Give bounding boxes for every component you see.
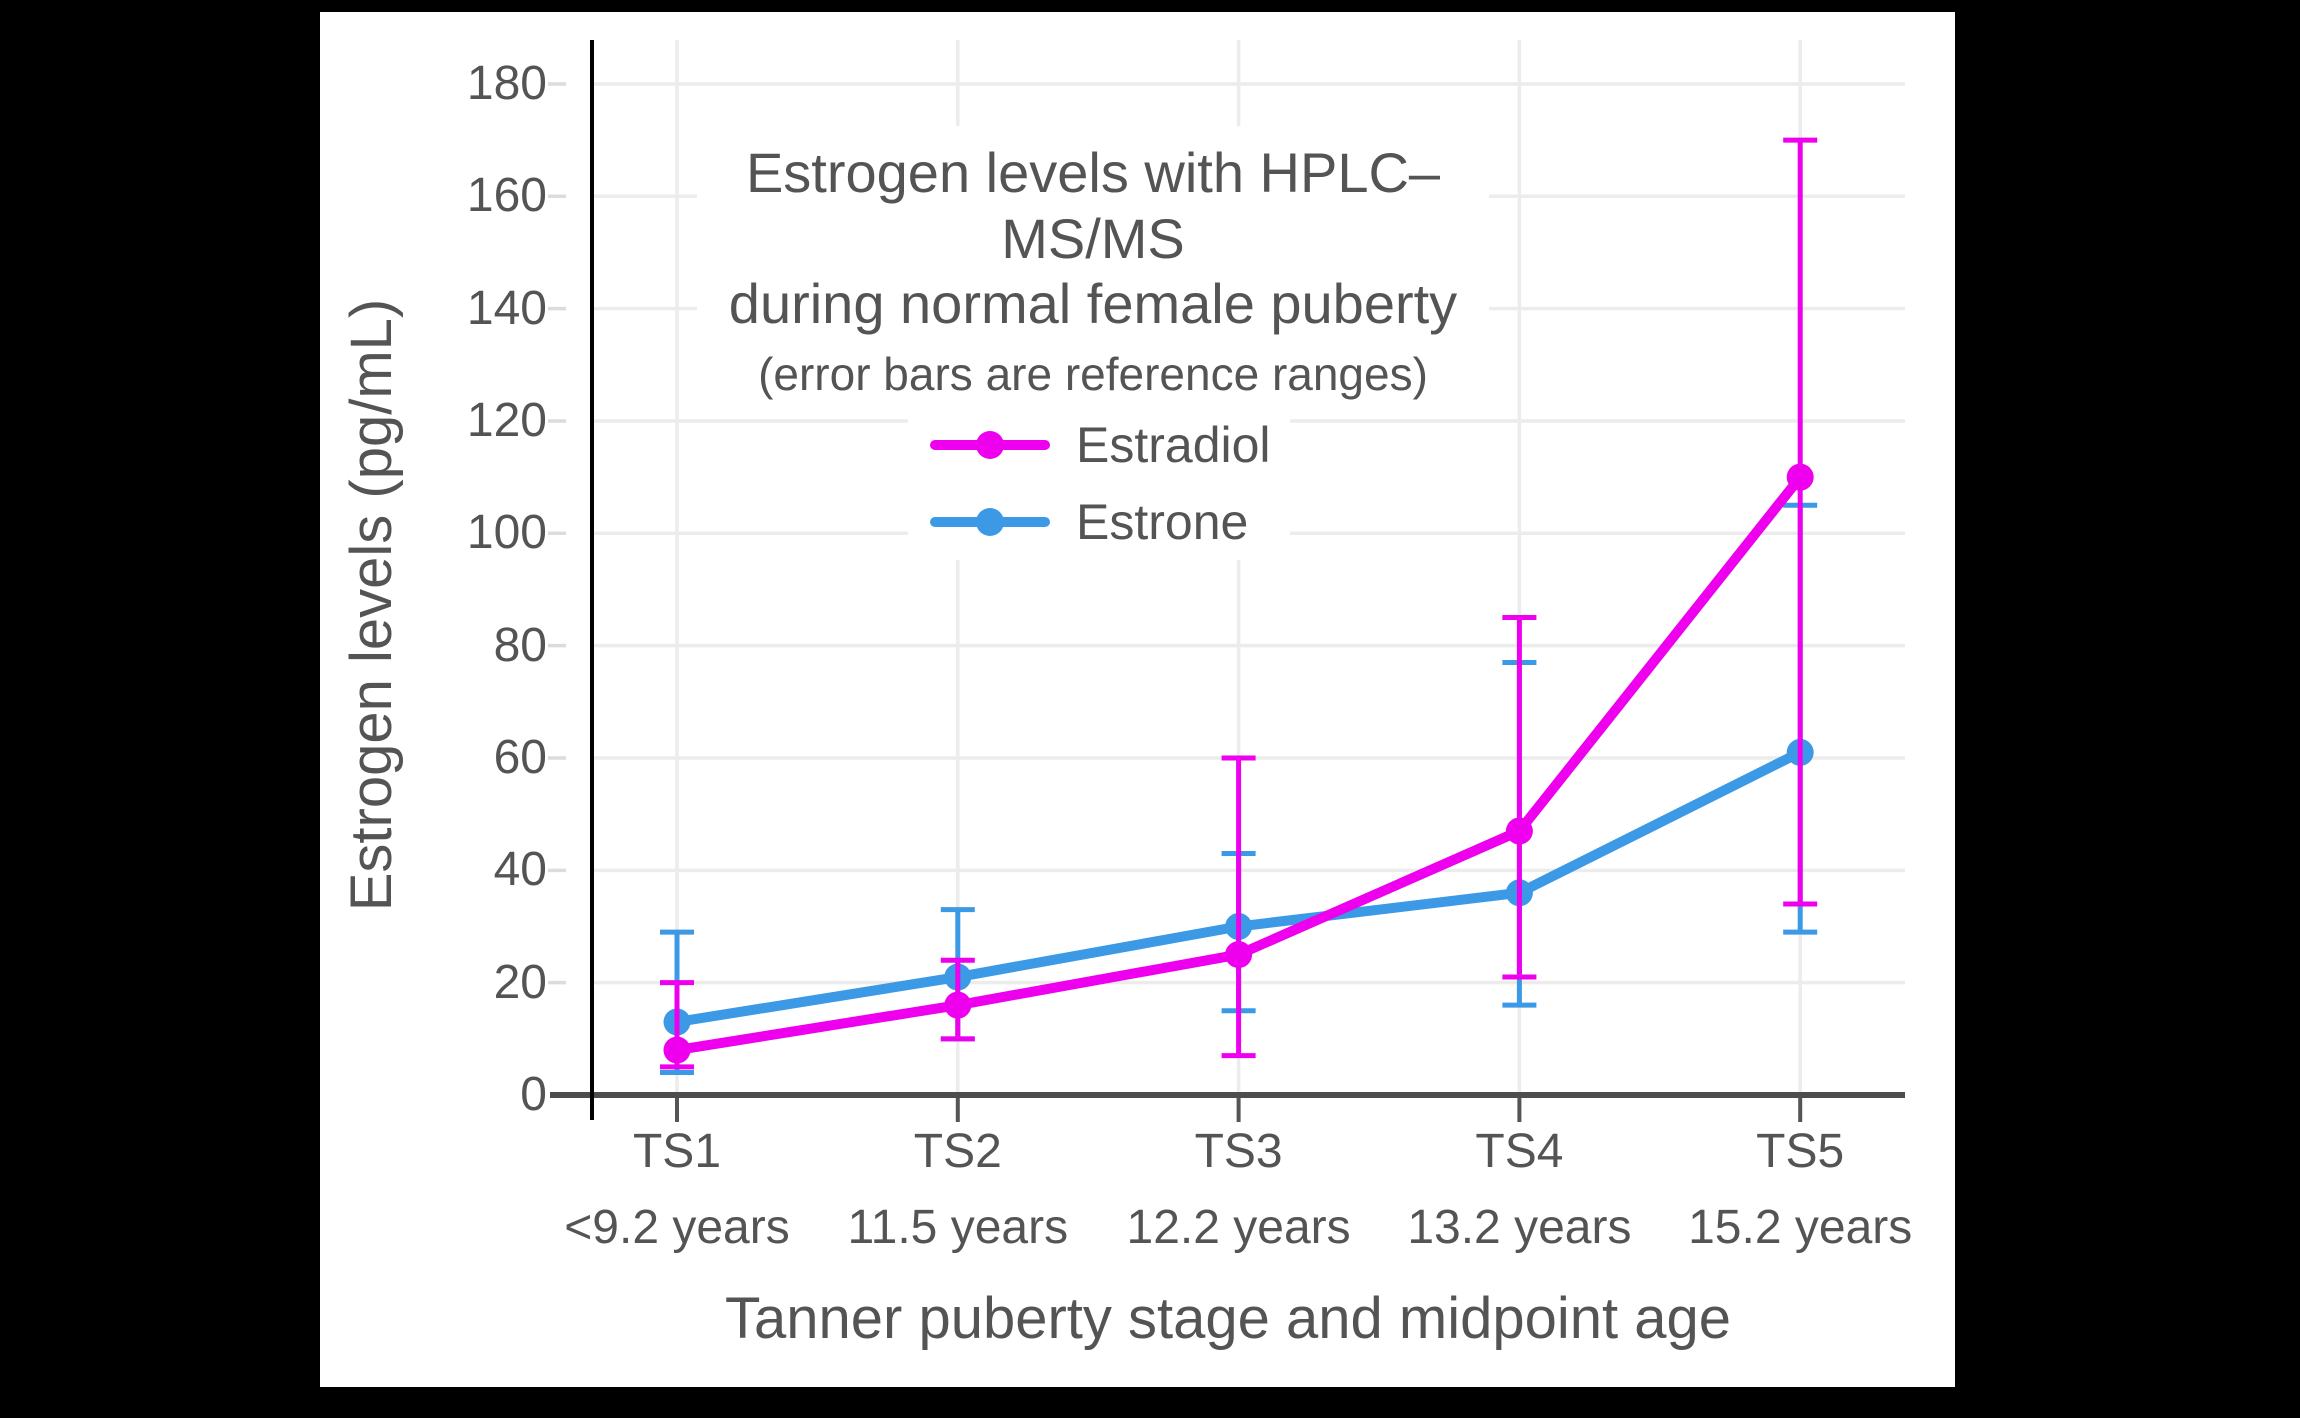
- estradiol-data-point: [1786, 463, 1814, 491]
- x-tick-label-ts3: TS3: [1194, 1125, 1283, 1178]
- estradiol-marker-icon: [930, 431, 1050, 459]
- y-axis-title: Estrogen levels (pg/mL): [339, 298, 404, 912]
- y-tick-label: 80: [493, 618, 547, 672]
- x-ticksub-age-ts2: 11.5 years: [847, 1201, 1069, 1254]
- y-tick-label: 120: [466, 393, 547, 447]
- x-tick-label-ts1: TS1: [632, 1125, 722, 1178]
- y-tick-label: 180: [466, 56, 547, 110]
- estrone-marker-icon: [930, 508, 1050, 536]
- legend-label-estradiol: Estradiol: [1076, 417, 1271, 473]
- estradiol-dot-swatch: [976, 431, 1004, 459]
- legend-entry-estrone: Estrone: [930, 494, 1248, 550]
- y-tick-label: 0: [520, 1068, 547, 1121]
- y-tick-label: 20: [493, 955, 547, 1009]
- x-tick-label-ts2: TS2: [913, 1125, 1002, 1178]
- legend-entry-estradiol: Estradiol: [930, 417, 1271, 473]
- estradiol-data-point: [1505, 817, 1533, 845]
- estrone-dot-swatch: [976, 508, 1004, 536]
- y-tick-label: 100: [466, 506, 547, 560]
- x-tick-label-ts4: TS4: [1475, 1125, 1564, 1178]
- estradiol-data-point: [1225, 941, 1253, 969]
- estradiol-data-point: [663, 1036, 691, 1064]
- y-tick-label: 140: [466, 281, 547, 335]
- legend-label-estrone: Estrone: [1076, 494, 1249, 550]
- estradiol-data-point: [944, 991, 972, 1019]
- x-ticksub-age-ts4: 13.2 years: [1407, 1201, 1632, 1254]
- chart-subtitle: (error bars are reference ranges): [758, 348, 1428, 400]
- x-ticksub-age-ts5: 15.2 years: [1688, 1201, 1913, 1254]
- y-tick-label: 160: [466, 169, 547, 223]
- x-ticksub-age-ts1: <9.2 years: [564, 1201, 790, 1254]
- x-tick-label-ts5: TS5: [1756, 1125, 1845, 1178]
- x-ticksub-age-ts3: 12.2 years: [1126, 1201, 1351, 1254]
- chart-title-line2: during normal female puberty: [728, 272, 1458, 335]
- legend: Estradiol Estrone: [908, 400, 1290, 560]
- x-axis-title: Tanner puberty stage and midpoint age: [724, 1286, 1732, 1351]
- y-tick-label: 40: [493, 843, 547, 897]
- chart-title-block: Estrogen levels with HPLC–MS/MS during n…: [697, 126, 1489, 418]
- chart-title-line1: Estrogen levels with HPLC–MS/MS: [745, 141, 1441, 270]
- y-tick-label: 60: [493, 730, 547, 784]
